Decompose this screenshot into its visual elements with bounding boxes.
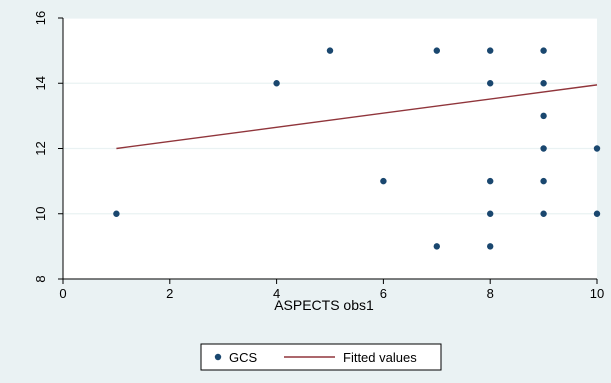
x-tick-label-0: 0 (59, 286, 66, 301)
fitted-line (116, 84, 598, 150)
x-tick-label-2: 2 (166, 286, 173, 301)
data-point (540, 145, 547, 152)
data-point (487, 47, 494, 54)
x-tick-label-8: 8 (487, 286, 494, 301)
data-point (540, 177, 547, 185)
data-point (487, 80, 494, 87)
x-tick-label-4: 4 (273, 286, 280, 301)
data-point (593, 210, 601, 217)
data-point (487, 177, 494, 185)
data-point (540, 47, 547, 54)
axes: 0 2 4 6 8 10 8 10 12 14 16 (33, 11, 604, 301)
data-point (540, 112, 547, 120)
y-tick-label-8: 8 (33, 275, 48, 282)
legend-label-fitted: Fitted values (343, 350, 417, 365)
data-point (113, 210, 120, 217)
y-tick-label-12: 12 (33, 141, 48, 155)
data-point (540, 210, 547, 217)
y-tick-label-14: 14 (33, 76, 48, 90)
y-tick-label-10: 10 (33, 207, 48, 221)
legend: GCS Fitted values (200, 343, 442, 371)
legend-label-gcs: GCS (229, 350, 258, 365)
data-point (487, 210, 494, 217)
x-tick-label-6: 6 (380, 286, 387, 301)
data-point (487, 243, 494, 250)
data-point (433, 243, 440, 250)
data-point (433, 47, 440, 54)
series (113, 47, 601, 250)
x-axis-title: ASPECTS obs1 (274, 297, 374, 313)
data-point (380, 177, 387, 185)
data-point (540, 80, 547, 87)
data-point (273, 80, 280, 87)
legend-marker-gcs (214, 353, 222, 361)
x-tick-label-10: 10 (590, 286, 604, 301)
data-point (326, 47, 334, 54)
data-point (593, 145, 601, 152)
y-tick-label-16: 16 (33, 11, 48, 25)
